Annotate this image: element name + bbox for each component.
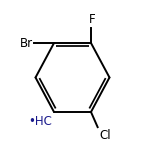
Text: Br: Br [20, 37, 33, 49]
Text: F: F [88, 13, 95, 26]
Text: •HC: •HC [29, 115, 53, 128]
Text: Cl: Cl [99, 128, 111, 142]
